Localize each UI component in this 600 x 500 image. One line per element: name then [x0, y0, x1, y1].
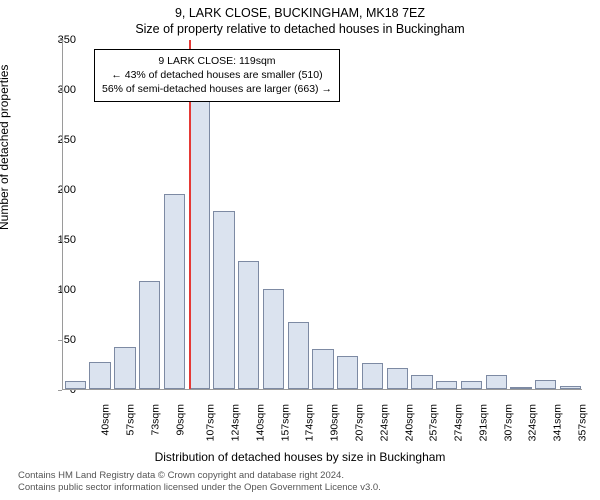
x-tick-label: 274sqm [452, 404, 464, 441]
x-tick-label: 224sqm [378, 404, 390, 441]
annotation-line2: ← 43% of detached houses are smaller (51… [102, 68, 332, 82]
title-description: Size of property relative to detached ho… [0, 22, 600, 36]
annotation-line3: 56% of semi-detached houses are larger (… [102, 82, 332, 96]
histogram-bar [387, 368, 408, 389]
x-tick-label: 157sqm [279, 404, 291, 441]
x-tick-label: 73sqm [149, 404, 161, 436]
footer-line2: Contains public sector information licen… [18, 482, 381, 494]
histogram-bar [114, 347, 135, 389]
x-tick-label: 107sqm [205, 404, 217, 441]
histogram-bar [510, 387, 531, 389]
x-tick-label: 307sqm [502, 404, 514, 441]
histogram-bar [486, 375, 507, 389]
y-axis-label: Number of detached properties [0, 65, 11, 230]
annotation-box: 9 LARK CLOSE: 119sqm ← 43% of detached h… [94, 49, 340, 102]
histogram-bar [164, 194, 185, 389]
footer-attribution: Contains HM Land Registry data © Crown c… [18, 470, 381, 494]
histogram-bar [461, 381, 482, 389]
x-tick-label: 240sqm [403, 404, 415, 441]
histogram-bar [535, 380, 556, 389]
histogram-bar [560, 386, 581, 389]
x-tick-label: 40sqm [100, 404, 112, 436]
x-tick-label: 190sqm [329, 404, 341, 441]
x-tick-label: 90sqm [174, 404, 186, 436]
histogram-bar [337, 356, 358, 389]
histogram-bar [238, 261, 259, 389]
x-tick-label: 140sqm [254, 404, 266, 441]
histogram-bar [288, 322, 309, 389]
histogram-bar [436, 381, 457, 389]
histogram-bar [89, 362, 110, 389]
x-tick-label: 291sqm [477, 404, 489, 441]
x-tick-label: 207sqm [353, 404, 365, 441]
x-tick-label: 174sqm [304, 404, 316, 441]
histogram-bar [362, 363, 383, 389]
x-axis-label: Distribution of detached houses by size … [0, 450, 600, 464]
footer-line1: Contains HM Land Registry data © Crown c… [18, 470, 381, 482]
annotation-line1: 9 LARK CLOSE: 119sqm [102, 54, 332, 68]
histogram-bar [139, 281, 160, 389]
histogram-bar [312, 349, 333, 389]
histogram-bar [263, 289, 284, 389]
histogram-bar [189, 101, 210, 389]
histogram-bar [411, 375, 432, 389]
histogram-bar [213, 211, 234, 389]
x-tick-label: 57sqm [125, 404, 137, 436]
x-tick-label: 257sqm [428, 404, 440, 441]
x-tick-label: 124sqm [230, 404, 242, 441]
x-tick-label: 324sqm [527, 404, 539, 441]
x-tick-label: 341sqm [551, 404, 563, 441]
y-tick-mark [58, 390, 62, 391]
title-address: 9, LARK CLOSE, BUCKINGHAM, MK18 7EZ [0, 6, 600, 20]
x-tick-label: 357sqm [576, 404, 588, 441]
histogram-bar [65, 381, 86, 389]
